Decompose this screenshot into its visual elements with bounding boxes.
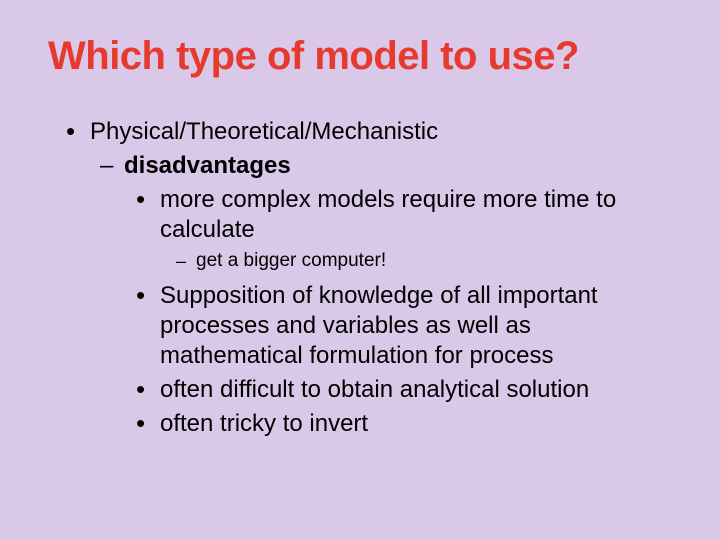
bullet-text: Supposition of knowledge of all importan… [160, 281, 672, 371]
slide-title: Which type of model to use? [48, 34, 672, 79]
bullet-text: get a bigger computer! [196, 249, 386, 273]
bullet-marker: – [100, 151, 124, 181]
bullet-marker: • [136, 409, 160, 437]
bullet-item: • Supposition of knowledge of all import… [136, 281, 672, 371]
bullet-item: • more complex models require more time … [136, 185, 672, 245]
bullet-text: disadvantages [124, 151, 291, 181]
bullet-item: • Physical/Theoretical/Mechanistic [66, 117, 672, 147]
bullet-item: • often difficult to obtain analytical s… [136, 375, 672, 405]
bullet-marker: • [136, 281, 160, 309]
bullet-marker: • [66, 117, 90, 145]
bullet-text: more complex models require more time to… [160, 185, 672, 245]
bullet-text: often difficult to obtain analytical sol… [160, 375, 589, 405]
bullet-item: • often tricky to invert [136, 409, 672, 439]
bullet-text: often tricky to invert [160, 409, 368, 439]
bullet-marker: – [176, 249, 196, 273]
bullet-marker: • [136, 185, 160, 213]
bullet-item: – disadvantages [100, 151, 672, 181]
bullet-marker: • [136, 375, 160, 403]
bullet-text: Physical/Theoretical/Mechanistic [90, 117, 438, 147]
bullet-item: – get a bigger computer! [176, 249, 672, 273]
